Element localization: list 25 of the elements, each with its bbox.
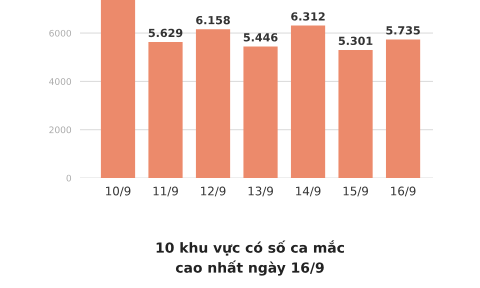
data-label: 5.446 [244,33,278,42]
x-tick-label: 10/9 [106,186,130,196]
data-label: 6.312 [291,12,325,21]
bar [290,26,326,178]
y-tick-label: 6000 [49,30,72,37]
bar [196,29,230,178]
y-tick-label: 4000 [49,78,72,85]
data-label: 5.735 [386,26,420,35]
x-tick-label: 13/9 [248,186,273,196]
data-label: 5.629 [148,28,182,38]
y-tick-label: 0 [66,174,72,182]
bar [243,46,278,178]
data-label: 6.158 [196,16,230,24]
data-label: 5.301 [338,36,372,46]
x-tick-label: 14/9 [296,186,320,196]
x-tick-label: 11/9 [154,186,178,196]
bar [338,50,373,178]
x-tick-label: 16/9 [391,186,416,196]
y-tick-label: 2000 [49,126,72,134]
bar [148,42,183,178]
bar [100,0,136,178]
x-tick-label: 15/9 [344,186,368,196]
text: 10 khu vực có số ca mắc cao nhất ngày 16/9 [156,240,344,276]
bar [386,39,420,178]
x-tick-label: 12/9 [201,186,226,196]
